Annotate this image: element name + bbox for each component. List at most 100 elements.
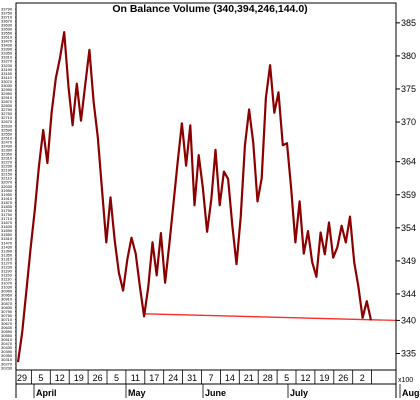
left-scale: 3379033750337103367033630335903355033510… [1, 6, 16, 370]
x-day-label: 19 [319, 373, 329, 383]
left-scale-tick-label: 31190 [1, 268, 13, 273]
left-scale-tick-label: 32910 [1, 95, 13, 100]
left-scale-tick-label: 31030 [1, 285, 13, 290]
left-scale-tick-label: 33190 [1, 67, 13, 72]
left-scale-tick-label: 32230 [1, 164, 13, 169]
x-day-label: 7 [208, 373, 213, 383]
left-scale-tick-label: 33550 [1, 31, 13, 36]
left-scale-tick-label: 30350 [1, 353, 13, 358]
x-day-label: 31 [187, 373, 197, 383]
left-scale-tick-label: 30950 [1, 293, 13, 298]
left-scale-tick-label: 30430 [1, 345, 13, 350]
left-scale-tick-label: 32030 [1, 184, 13, 189]
x-day-label: 26 [338, 373, 348, 383]
left-scale-tick-label: 33430 [1, 43, 13, 48]
y-tick-label: 359 [401, 190, 416, 200]
y-tick-label: 340 [401, 315, 416, 325]
left-scale-tick-label: 31470 [1, 240, 13, 245]
left-scale-tick-label: 31550 [1, 232, 13, 237]
x-month-label: Aug [402, 388, 420, 398]
left-scale-tick-label: 32350 [1, 152, 13, 157]
right-axis: 335 340 344 349 354 359 364 370 375 380 385 x100 [396, 18, 416, 384]
left-scale-tick-label: 31270 [1, 260, 13, 265]
left-scale-tick-label: 32710 [1, 115, 13, 120]
left-scale-tick-label: 30550 [1, 333, 13, 338]
y-tick-label: 335 [401, 348, 416, 358]
left-scale-tick-label: 33350 [1, 51, 13, 56]
left-scale-tick-label: 30910 [1, 297, 13, 302]
left-scale-tick-label: 33070 [1, 79, 13, 84]
x-day-label: 29 [17, 373, 27, 383]
left-scale-tick-label: 31950 [1, 192, 13, 197]
y-tick-label: 380 [401, 51, 416, 61]
left-scale-tick-label: 30870 [1, 301, 13, 306]
left-scale-tick-label: 32550 [1, 131, 13, 136]
left-scale-tick-label: 30630 [1, 325, 13, 330]
left-scale-tick-label: 31870 [1, 200, 13, 205]
left-scale-tick-label: 32070 [1, 180, 13, 185]
y-tick-label: 385 [401, 18, 416, 28]
left-scale-tick-label: 30830 [1, 305, 13, 310]
left-scale-tick-label: 31710 [1, 216, 13, 221]
left-scale-tick-label: 31310 [1, 256, 13, 261]
y-tick-label: 375 [401, 84, 416, 94]
x-day-label: 17 [149, 373, 159, 383]
left-scale-tick-label: 32950 [1, 91, 13, 96]
left-scale-tick-label: 33270 [1, 59, 13, 64]
chart-title: On Balance Volume (340,394,246,144.0) [112, 3, 307, 15]
left-scale-tick-label: 31830 [1, 204, 13, 209]
left-scale-tick-label: 32270 [1, 160, 13, 165]
left-scale-tick-label: 30510 [1, 337, 13, 342]
left-scale-tick-label: 32670 [1, 119, 13, 124]
x-month-label: June [205, 388, 226, 398]
left-scale-tick-label: 32630 [1, 123, 13, 128]
left-scale-tick-label: 33510 [1, 35, 13, 40]
left-scale-tick-label: 31910 [1, 196, 13, 201]
left-scale-tick-label: 31630 [1, 224, 13, 229]
y-unit-label: x100 [398, 377, 413, 384]
support-line [144, 313, 397, 322]
x-day-label: 14 [225, 373, 235, 383]
x-day-label: 5 [38, 373, 43, 383]
left-scale-tick-label: 32310 [1, 156, 13, 161]
left-scale-tick-label: 33710 [1, 14, 13, 19]
left-scale-tick-label: 30790 [1, 309, 13, 314]
x-month-label: July [290, 388, 308, 398]
left-scale-tick-label: 31430 [1, 244, 13, 249]
left-scale-tick-label: 32510 [1, 135, 13, 140]
left-scale-tick-label: 32870 [1, 99, 13, 104]
left-scale-tick-label: 31990 [1, 188, 13, 193]
left-scale-tick-label: 33390 [1, 47, 13, 52]
left-scale-tick-label: 31750 [1, 212, 13, 217]
y-tick-label: 364 [401, 157, 416, 167]
left-scale-tick-label: 31070 [1, 281, 13, 286]
left-scale-tick-label: 30990 [1, 289, 13, 294]
x-day-label: 26 [93, 373, 103, 383]
left-scale-tick-label: 32430 [1, 143, 13, 148]
x-day-label: 11 [131, 373, 140, 383]
left-scale-tick-label: 32470 [1, 139, 13, 144]
left-scale-tick-label: 31230 [1, 264, 13, 269]
left-scale-tick-label: 32830 [1, 103, 13, 108]
x-day-label: 24 [168, 373, 178, 383]
left-scale-tick-label: 33750 [1, 10, 13, 15]
x-month-label: April [36, 388, 57, 398]
left-scale-tick-label: 33630 [1, 22, 13, 27]
left-scale-tick-label: 32790 [1, 107, 13, 112]
left-scale-tick-label: 30710 [1, 317, 13, 322]
left-scale-tick-label: 30470 [1, 341, 13, 346]
left-scale-tick-label: 30590 [1, 329, 13, 334]
left-scale-tick-label: 32110 [1, 176, 13, 181]
left-scale-tick-label: 32190 [1, 168, 13, 173]
left-scale-tick-label: 32750 [1, 111, 13, 116]
left-scale-tick-label: 32150 [1, 172, 13, 177]
left-scale-tick-label: 33110 [1, 75, 13, 80]
x-axis: 29 5 12 19 26 5 11 17 24 31 7 14 21 28 5 12 19 26 2 April Ma… [15, 370, 420, 398]
x-month-label: May [128, 388, 146, 398]
left-scale-tick-label: 31150 [1, 273, 13, 278]
left-scale-tick-label: 33590 [1, 26, 13, 31]
y-tick-label: 349 [401, 256, 416, 266]
x-day-label: 21 [244, 373, 254, 383]
left-scale-tick-label: 30390 [1, 349, 13, 354]
